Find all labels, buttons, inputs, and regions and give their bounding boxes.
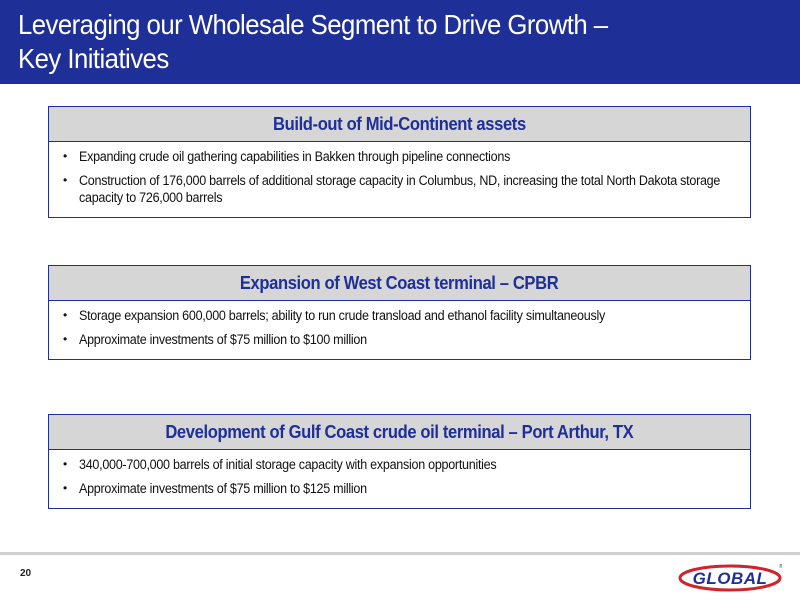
bullet-icon: • [63, 332, 67, 346]
bullet-icon: • [63, 457, 67, 471]
bullet-icon: • [63, 149, 67, 163]
svg-text:®: ® [779, 563, 782, 570]
slide-title: Leveraging our Wholesale Segment to Driv… [18, 8, 717, 76]
bullet-item: • Construction of 176,000 barrels of add… [63, 173, 721, 205]
bullet-item: • Expanding crude oil gathering capabili… [63, 149, 511, 164]
global-logo-icon: GLOBAL ® [678, 563, 782, 592]
initiative-heading: Expansion of West Coast terminal – CPBR [49, 266, 750, 301]
bullet-icon: • [63, 173, 67, 187]
slide-title-line-1: Leveraging our Wholesale Segment to Driv… [18, 9, 608, 40]
bullet-list: • Expanding crude oil gathering capabili… [49, 142, 750, 217]
initiative-box-mid-continent: Build-out of Mid-Continent assets • Expa… [48, 106, 751, 218]
bullet-icon: • [63, 308, 67, 322]
bullet-item: • Approximate investments of $75 million… [63, 481, 367, 496]
bullet-icon: • [63, 481, 67, 495]
initiative-box-gulf-coast: Development of Gulf Coast crude oil term… [48, 414, 751, 509]
title-banner: Leveraging our Wholesale Segment to Driv… [0, 0, 800, 84]
bullet-item: • 340,000-700,000 barrels of initial sto… [63, 457, 497, 472]
bullet-list: • Storage expansion 600,000 barrels; abi… [49, 301, 750, 359]
bullet-list: • 340,000-700,000 barrels of initial sto… [49, 450, 750, 508]
initiative-box-west-coast: Expansion of West Coast terminal – CPBR … [48, 265, 751, 360]
logo-wordmark: GLOBAL [693, 569, 768, 588]
page-number: 20 [20, 568, 32, 579]
bullet-item: • Approximate investments of $75 million… [63, 332, 367, 347]
footer-divider [0, 552, 800, 555]
initiative-heading: Development of Gulf Coast crude oil term… [49, 415, 750, 450]
slide-title-line-2: Key Initiatives [18, 43, 169, 74]
initiative-heading: Build-out of Mid-Continent assets [49, 107, 750, 142]
bullet-item: • Storage expansion 600,000 barrels; abi… [63, 308, 605, 323]
